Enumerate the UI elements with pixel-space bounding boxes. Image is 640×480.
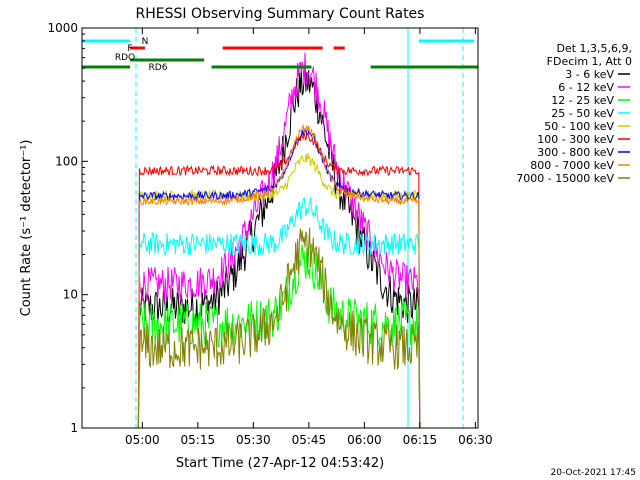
legend-label-8: 7000 - 15000 keV [516, 172, 614, 185]
legend-header-1: FDecim 1, Att 0 [547, 55, 632, 68]
footer-timestamp: 20-Oct-2021 17:45 [551, 468, 636, 478]
axes-frame [81, 27, 479, 429]
y-tick-label-2: 100 [55, 154, 78, 168]
x-tick-label-3: 05:45 [292, 433, 327, 447]
series-line-2 [133, 243, 423, 429]
x-tick-label-4: 06:00 [347, 433, 382, 447]
flag-label-3: RD6 [149, 63, 168, 73]
x-tick-label-5: 06:15 [403, 433, 438, 447]
y-tick-label-3: 1000 [47, 21, 78, 35]
x-tick-label-1: 05:15 [181, 433, 216, 447]
series-line-7 [133, 123, 423, 429]
flag-label-0: N [142, 37, 149, 47]
chart-title: RHESSI Observing Summary Count Rates [136, 6, 425, 22]
legend-label-3: 25 - 50 keV [551, 107, 614, 120]
series-line-3 [133, 196, 423, 429]
series-line-8 [133, 227, 423, 429]
y-axis-label: Count Rate (s⁻¹ detector⁻¹) [19, 140, 34, 317]
legend-label-7: 800 - 7000 keV [530, 159, 614, 172]
legend-label-1: 6 - 12 keV [558, 81, 614, 94]
x-tick-label-6: 06:30 [458, 433, 493, 447]
legend-label-6: 300 - 800 keV [537, 146, 614, 159]
flag-label-1: F [127, 44, 132, 54]
x-tick-label-2: 05:30 [236, 433, 271, 447]
legend-label-2: 12 - 25 keV [551, 94, 614, 107]
legend-label-4: 50 - 100 keV [544, 120, 614, 133]
x-tick-label-0: 05:00 [125, 433, 160, 447]
legend: Det 1,3,5,6,9,FDecim 1, Att 03 - 6 keV6 … [516, 42, 632, 185]
x-axis-label: Start Time (27-Apr-12 04:53:42) [176, 456, 384, 471]
series-line-5 [133, 132, 423, 429]
flag-label-2: RDO [115, 53, 135, 63]
y-tick-label-1: 10 [63, 288, 78, 302]
legend-label-0: 3 - 6 keV [565, 68, 614, 81]
legend-header-0: Det 1,3,5,6,9, [556, 42, 632, 55]
y-tick-label-0: 1 [70, 421, 78, 435]
legend-label-5: 100 - 300 keV [537, 133, 614, 146]
